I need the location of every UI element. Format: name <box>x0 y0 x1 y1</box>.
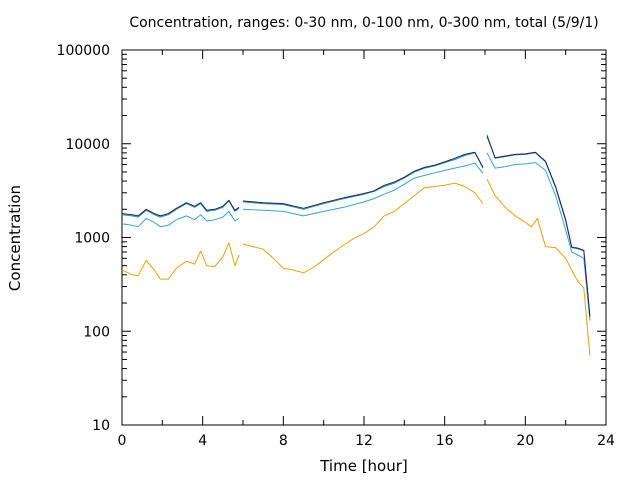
y-tick-label: 10 <box>92 418 110 434</box>
x-tick-label: 20 <box>516 433 534 449</box>
series-1-segment-2 <box>242 182 484 274</box>
y-tick-label: 100 <box>83 324 110 340</box>
plot-frame <box>121 49 607 426</box>
x-tick-label: 0 <box>118 433 127 449</box>
x-tick-label: 12 <box>355 433 373 449</box>
y-tick-label: 1000 <box>74 231 110 247</box>
series-4-segment-3 <box>486 136 591 317</box>
series-2-segment-2 <box>242 162 484 217</box>
y-tick-label: 10000 <box>65 137 110 153</box>
series-2-segment-3 <box>486 152 591 321</box>
series-1-segment-1 <box>121 242 240 280</box>
x-tick-label: 4 <box>198 433 207 449</box>
y-axis-ticks: 10 100 1000 10000 100000 <box>57 43 606 434</box>
y-axis-label: Concentration <box>6 185 24 291</box>
y-tick-label: 100000 <box>57 43 110 59</box>
series-4-segment-1 <box>121 199 240 217</box>
x-tick-label: 24 <box>597 433 615 449</box>
series-3-segment-2 <box>242 152 484 210</box>
series-2-segment-1 <box>121 210 240 228</box>
series-3-segment-3 <box>486 134 591 318</box>
x-tick-label: 16 <box>436 433 454 449</box>
series-layer <box>121 134 591 356</box>
series-3-segment-1 <box>121 200 240 218</box>
chart-title: Concentration, ranges: 0-30 nm, 0-100 nm… <box>129 15 598 31</box>
series-1-segment-3 <box>486 178 591 356</box>
x-axis-label: Time [hour] <box>319 457 408 475</box>
series-4-segment-2 <box>242 151 484 209</box>
x-axis-ticks: 0 4 8 12 16 20 24 <box>118 50 615 449</box>
x-tick-label: 8 <box>279 433 288 449</box>
